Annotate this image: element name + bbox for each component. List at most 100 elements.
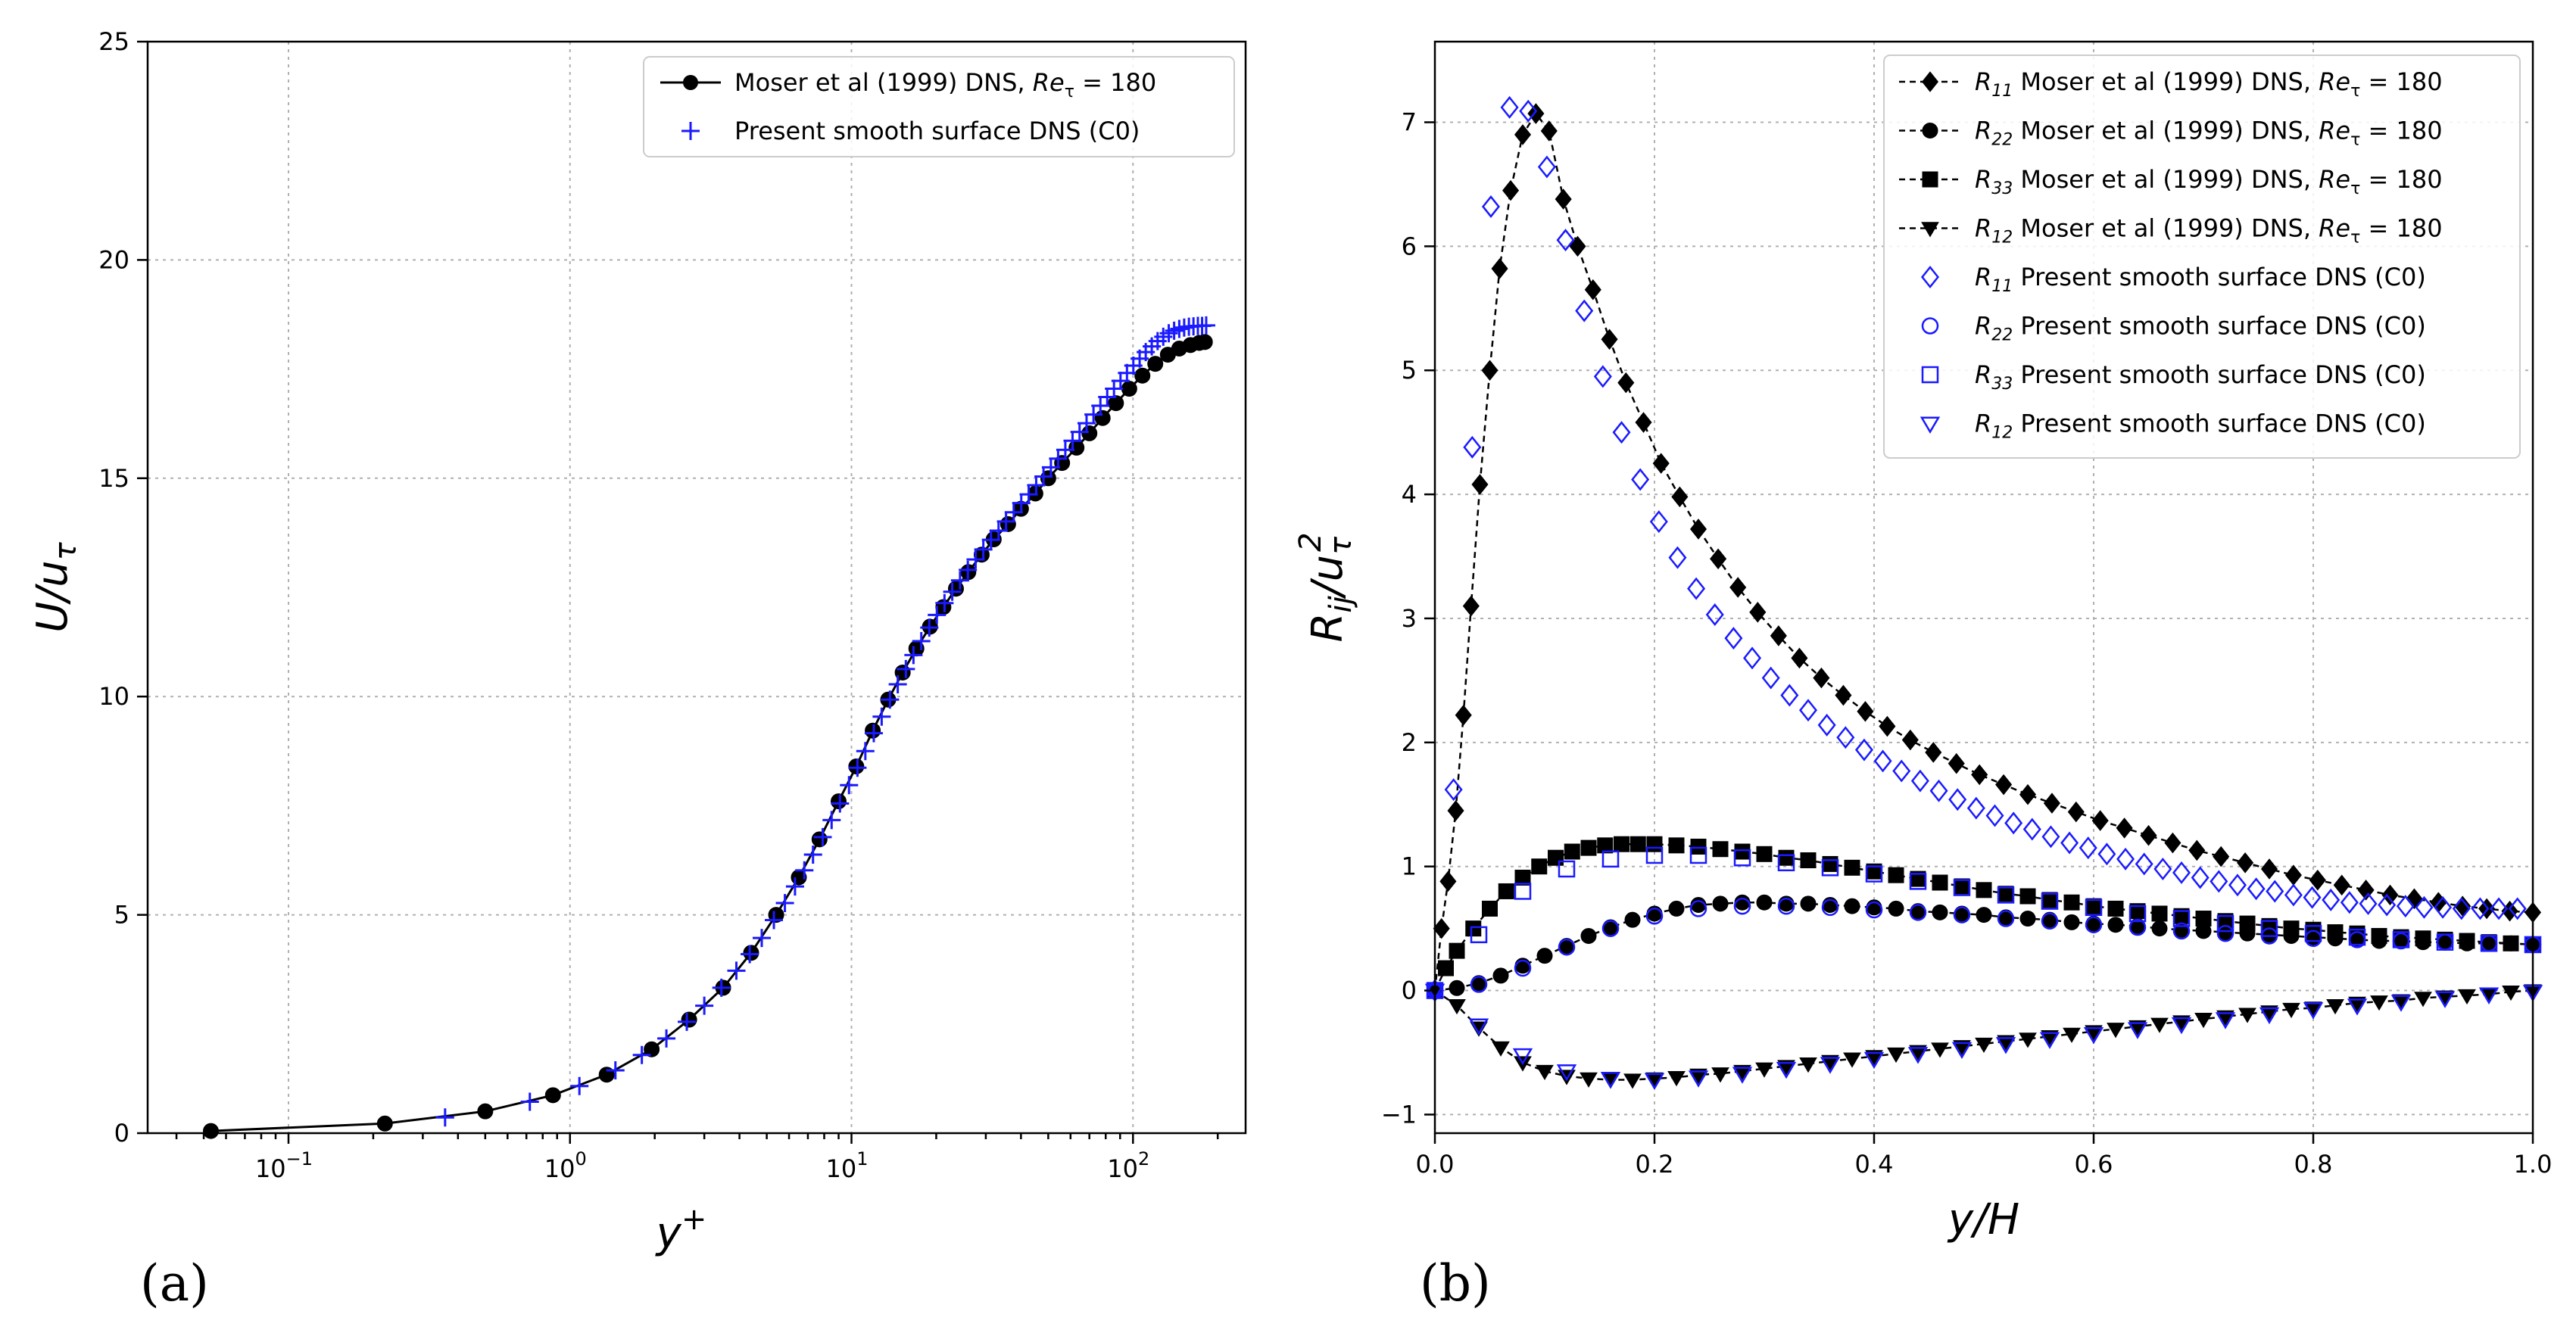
series-b-6-point-15 bbox=[2085, 899, 2103, 917]
chart-b-legend-box bbox=[1883, 55, 2521, 459]
series-b-3-point-43 bbox=[2370, 995, 2388, 1011]
series-b-2-point-53 bbox=[2503, 935, 2519, 951]
legend-b-marker-3 bbox=[1921, 222, 1939, 238]
chart-b-panel-label: (b) bbox=[1420, 1254, 1491, 1313]
legend-b-label-0-part-2: Moser et al (1999) DNS, bbox=[2013, 67, 2319, 96]
legend-b-label-1-part-1: 22 bbox=[1991, 131, 2013, 150]
series-b-3-point-13 bbox=[1711, 1067, 1729, 1083]
tick-b-y-label-1: 0 bbox=[1402, 976, 1417, 1005]
series-b-6-point-23 bbox=[2436, 933, 2454, 951]
series-b-7-point-16 bbox=[2127, 1022, 2148, 1039]
series-b-4-point-32 bbox=[2022, 818, 2041, 841]
legend-b-label-2-part-1: 33 bbox=[1991, 179, 2013, 198]
legend-b-label-1-part-4: τ bbox=[2350, 131, 2360, 150]
series-b-4-point-40 bbox=[2172, 861, 2191, 884]
series-a-1-point-22 bbox=[856, 742, 875, 761]
series-b-6-point-5 bbox=[1645, 846, 1664, 864]
series-b-2-point-25 bbox=[1888, 867, 1904, 883]
tick-b-x-label-5: 1.0 bbox=[2514, 1150, 2553, 1179]
legend-b-label-7-part-2: Present smooth surface DNS (C0) bbox=[2013, 410, 2426, 438]
series-b-5-point-11 bbox=[1909, 904, 1927, 921]
series-b-6-point-3 bbox=[1558, 860, 1576, 878]
series-a-0-point-20 bbox=[947, 581, 964, 597]
series-b-3-point-1 bbox=[1448, 999, 1466, 1015]
series-b-4-point-51 bbox=[2378, 893, 2397, 917]
series-b-7-point-2 bbox=[1512, 1048, 1533, 1066]
series-b-4-point-36 bbox=[2097, 842, 2116, 866]
series-b-4-point-18 bbox=[1761, 666, 1780, 690]
series-b-5-point-7 bbox=[1733, 897, 1751, 915]
series-b-2-point-51 bbox=[2459, 933, 2475, 949]
legend-b-label-6-part-1: 33 bbox=[1991, 375, 2013, 394]
series-b-2-point-19 bbox=[1756, 846, 1773, 862]
series-b-3-point-12 bbox=[1689, 1068, 1707, 1084]
series-b-2-point-28 bbox=[1954, 878, 1970, 895]
series-b-4-point-41 bbox=[2191, 866, 2210, 889]
series-a-1-point-35 bbox=[959, 560, 978, 579]
series-a-1-point-29 bbox=[912, 631, 931, 650]
series-b-3-point-11 bbox=[1667, 1071, 1686, 1087]
series-b-0-point-14 bbox=[1569, 235, 1586, 257]
series-b-5-point-1 bbox=[1470, 976, 1488, 993]
series-b-0-point-28 bbox=[1835, 684, 1852, 706]
series-a-0-point-35 bbox=[1147, 356, 1164, 372]
tick-b-y-label-2: 1 bbox=[1402, 852, 1417, 881]
series-b-0-point-5 bbox=[1462, 595, 1480, 617]
series-b-4-point-12 bbox=[1649, 510, 1668, 534]
series-a-0-point-0 bbox=[202, 1123, 219, 1139]
series-b-0-point-21 bbox=[1689, 519, 1707, 540]
tick-a-x-exp-1: 0 bbox=[575, 1148, 586, 1169]
series-b-0-point-46 bbox=[2260, 858, 2278, 880]
series-b-7-point-4 bbox=[1600, 1071, 1621, 1089]
series-a-1-point-6 bbox=[678, 1012, 697, 1031]
tick-b-x-label-2: 0.4 bbox=[1855, 1150, 1894, 1179]
series-b-5-point-18 bbox=[2216, 924, 2235, 942]
series-b-3-point-15 bbox=[1755, 1062, 1773, 1078]
series-b-4-point-30 bbox=[1985, 804, 2004, 827]
series-a-1-point-44 bbox=[1027, 476, 1046, 495]
series-a-1-point-38 bbox=[981, 531, 1000, 550]
series-b-4-point-48 bbox=[2322, 888, 2341, 911]
series-b-0-point-7 bbox=[1481, 360, 1499, 382]
series-a-0-point-31 bbox=[1094, 410, 1111, 426]
legend-a-moser-re-sub: τ bbox=[1065, 83, 1074, 101]
series-b-3-point-6 bbox=[1558, 1070, 1576, 1085]
chart-b-ylabel-sub: ij bbox=[1324, 595, 1358, 612]
series-b-4-point-17 bbox=[1743, 646, 1762, 670]
tick-a-x-exp-2: 1 bbox=[856, 1148, 868, 1169]
series-b-7-point-3 bbox=[1556, 1064, 1577, 1082]
series-b-4-point-54 bbox=[2434, 895, 2453, 919]
legend-b-label-7-part-1: 12 bbox=[1991, 424, 2013, 443]
series-b-4-point-1 bbox=[1444, 778, 1463, 802]
series-b-3-point-48 bbox=[2480, 988, 2498, 1004]
legend-b-label-1-part-3: Re bbox=[2319, 117, 2350, 145]
series-b-4-point-37 bbox=[2116, 847, 2135, 870]
series-b-3-point-19 bbox=[1843, 1052, 1861, 1068]
series-b-3-point-18 bbox=[1821, 1054, 1839, 1070]
series-a-1-point-11 bbox=[753, 929, 772, 948]
series-a-0-point-32 bbox=[1108, 395, 1124, 412]
series-b-7-point-19 bbox=[2259, 1007, 2280, 1025]
chart-a-ylabel: U/uτ bbox=[28, 541, 83, 632]
legend-a-present-label: Present smooth surface DNS (C0) bbox=[734, 117, 1140, 145]
series-a-0-point-1 bbox=[376, 1115, 393, 1132]
series-b-0-point-48 bbox=[2309, 869, 2326, 891]
series-b-7-point-1 bbox=[1468, 1018, 1489, 1036]
series-b-1-point-3 bbox=[1492, 967, 1509, 984]
series-a-1-point-7 bbox=[695, 996, 714, 1015]
chart-a-xlabel-sup: + bbox=[681, 1202, 707, 1237]
series-b-4-point-25 bbox=[1892, 759, 1911, 783]
chart-b-frame bbox=[1433, 40, 2534, 1135]
chart-b-legend: R11 Moser et al (1999) DNS, Reτ = 180R22… bbox=[1883, 55, 2521, 459]
series-b-0-point-30 bbox=[1879, 715, 1896, 737]
series-b-2-point-2 bbox=[1449, 942, 1465, 959]
series-b-1-point-15 bbox=[1756, 894, 1773, 911]
series-b-3-point-28 bbox=[2041, 1029, 2059, 1046]
series-b-3-point-27 bbox=[2019, 1032, 2037, 1048]
series-b-0-point-51 bbox=[2381, 884, 2399, 906]
series-b-4-point-3 bbox=[1481, 195, 1500, 218]
series-b-1-point-9 bbox=[1624, 911, 1641, 928]
series-b-0-point-27 bbox=[1813, 667, 1830, 689]
series-b-4-point-43 bbox=[2228, 874, 2247, 897]
